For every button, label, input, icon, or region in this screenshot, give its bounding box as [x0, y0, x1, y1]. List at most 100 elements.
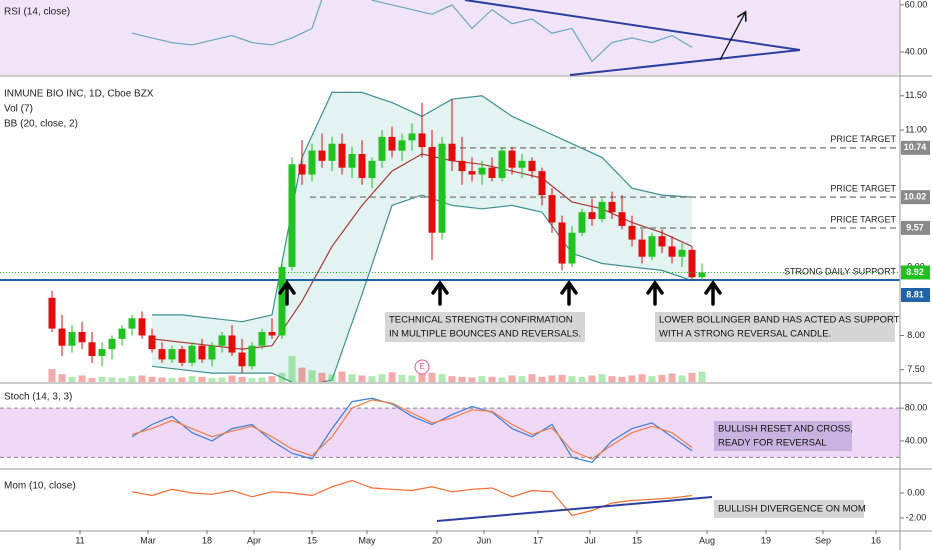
- candle-body: [558, 222, 566, 264]
- volume-bar: [518, 376, 526, 382]
- y-tick-label: 60.00: [905, 0, 928, 9]
- volume-bar: [198, 376, 206, 382]
- up-arrow: [646, 279, 664, 306]
- candle-body: [348, 154, 356, 168]
- y-tick-label: 80.00: [905, 403, 928, 413]
- candle-body: [688, 249, 696, 278]
- candle-body: [498, 150, 506, 178]
- volume-bar: [478, 376, 486, 382]
- candle-body: [148, 335, 156, 350]
- volume-bar: [498, 377, 506, 382]
- volume-bar: [258, 377, 266, 382]
- candle-body: [398, 140, 406, 151]
- note: IN MULTIPLE BOUNCES AND REVERSALS.: [389, 329, 581, 340]
- volume-bar: [678, 375, 686, 382]
- volume-bar: [548, 375, 556, 382]
- volume-bar: [328, 374, 336, 382]
- volume-bar: [298, 367, 306, 382]
- volume-bar: [508, 375, 516, 382]
- note: BULLISH DIVERGENCE ON MOM: [718, 504, 866, 515]
- x-tick-label: 17: [533, 535, 543, 545]
- y-tick-label: 7.50: [907, 364, 925, 374]
- candle-body: [58, 328, 66, 346]
- candle-body: [48, 297, 56, 329]
- level-label: PRICE TARGET: [830, 214, 896, 224]
- stoch-line: [131, 399, 693, 460]
- volume-bar: [358, 375, 366, 382]
- candle-body: [548, 195, 556, 223]
- candle-body: [458, 160, 466, 172]
- y-tick-label: 11.50: [905, 90, 927, 100]
- candle-body: [488, 167, 496, 178]
- candle-body: [428, 147, 436, 233]
- volume-bar: [118, 378, 126, 382]
- x-tick-label: 16: [871, 535, 881, 545]
- volume-bar: [88, 378, 96, 382]
- candle-body: [408, 133, 416, 141]
- candle-body: [88, 342, 96, 356]
- volume-bar: [108, 377, 116, 382]
- note: LOWER BOLLINGER BAND HAS ACTED AS SUPPOR…: [659, 315, 900, 326]
- bb-fill: [152, 92, 692, 382]
- volume-bar: [78, 375, 86, 382]
- level-label: STRONG DAILY SUPPORT: [784, 266, 897, 276]
- pane-title: Stoch (14, 3, 3): [4, 392, 72, 403]
- volume-bar: [348, 374, 356, 382]
- arrow: [719, 13, 745, 61]
- volume-bar: [368, 376, 376, 382]
- candle-body: [258, 332, 266, 346]
- volume-bar: [58, 374, 66, 382]
- volume-bar: [638, 374, 646, 382]
- event-marker: [414, 359, 430, 375]
- candle-body: [518, 160, 526, 168]
- candle-body: [248, 345, 256, 367]
- volume-bar: [668, 373, 676, 382]
- volume-bar: [388, 372, 396, 382]
- candle-body: [288, 164, 296, 267]
- candle-body: [308, 150, 316, 175]
- y-tick-label: 8.00: [907, 330, 925, 340]
- pane-subtitle: BB (20, close, 2): [4, 119, 78, 130]
- candle-body: [328, 143, 336, 161]
- volume-bar: [448, 376, 456, 382]
- candle-body: [318, 150, 326, 161]
- candle-body: [118, 328, 126, 339]
- volume-bar: [618, 376, 626, 382]
- candle-body: [178, 349, 186, 363]
- x-tick-label: 15: [632, 535, 642, 545]
- pane-title: RSI (14, close): [4, 7, 70, 18]
- up-arrow: [560, 279, 578, 306]
- candle-body: [418, 133, 426, 148]
- candle-body: [78, 332, 86, 343]
- y-tick-label: -2.00: [906, 512, 927, 522]
- volume-bar: [408, 375, 416, 382]
- volume-bar: [438, 374, 446, 382]
- candle-body: [238, 352, 246, 367]
- candle-body: [478, 167, 486, 175]
- price-box: [901, 140, 930, 155]
- x-tick-label: Jun: [477, 535, 492, 545]
- candle-body: [628, 225, 636, 240]
- candle-body: [208, 345, 216, 360]
- volume-bar: [588, 375, 596, 382]
- candle-body: [588, 212, 596, 220]
- volume-bar: [148, 376, 156, 382]
- candle-body: [378, 136, 386, 161]
- pane-subtitle: Vol (7): [4, 104, 33, 115]
- x-tick-label: Mar: [140, 535, 156, 545]
- candle-body: [278, 266, 286, 336]
- note: WITH A STRONG REVERSAL CANDLE.: [659, 329, 831, 340]
- candle-body: [158, 349, 166, 360]
- volume-bar: [338, 371, 346, 382]
- y-tick-label: 40.00: [905, 46, 928, 56]
- volume-bar: [248, 378, 256, 382]
- up-arrow: [278, 279, 296, 306]
- up-arrow: [704, 279, 722, 306]
- pane-title: Mom (10, close): [4, 481, 76, 492]
- candle-body: [608, 201, 616, 213]
- candle-body: [438, 143, 446, 233]
- volume-bar: [98, 376, 106, 382]
- volume-bar: [208, 378, 216, 382]
- level-label: PRICE TARGET: [830, 134, 896, 144]
- volume-bar: [698, 371, 706, 382]
